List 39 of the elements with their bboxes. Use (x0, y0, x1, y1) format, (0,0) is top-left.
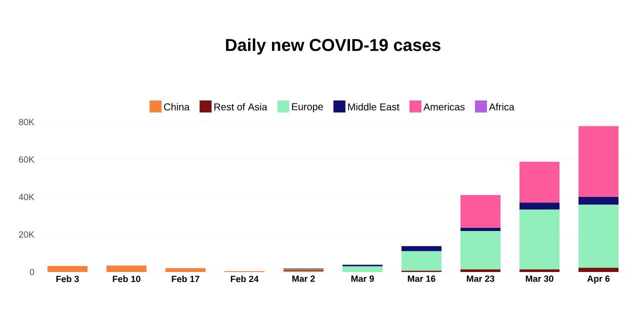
chart-title: Daily new COVID-19 cases (226, 38, 440, 55)
y-tick-label: 40K (18, 194, 34, 200)
legend-label: Middle East (348, 103, 400, 110)
legend-label: Africa (488, 103, 514, 110)
x-tick-label: Mar 2 (292, 276, 315, 282)
x-tick-label: Feb 3 (56, 276, 79, 282)
bar (106, 266, 146, 272)
x-tick-label: Mar 30 (526, 276, 554, 282)
x-tick-label: Feb 17 (172, 276, 200, 282)
bar (48, 266, 88, 272)
bar (578, 196, 619, 205)
y-tick-label: 0 (30, 268, 34, 276)
legend-label: China (164, 103, 190, 110)
bar (460, 194, 501, 228)
bar (578, 126, 619, 197)
bar (166, 268, 206, 272)
bar (460, 269, 501, 272)
legend-label: Rest of Asia (214, 103, 268, 110)
x-tick-label: Mar 9 (351, 276, 374, 282)
x-tick-label: Apr 6 (587, 276, 610, 284)
bar (520, 162, 560, 203)
bar (342, 266, 383, 272)
y-tick-label: 80K (18, 118, 34, 126)
legend-label: Americas (423, 103, 465, 110)
legend-label: Europe (292, 103, 323, 112)
x-tick-label: Feb 10 (112, 276, 140, 282)
bar (578, 268, 619, 272)
y-tick-label: 60K (18, 156, 34, 163)
bar (402, 246, 442, 252)
bar (460, 231, 501, 270)
bar (402, 251, 442, 271)
x-tick-label: Mar 23 (466, 276, 494, 282)
x-tick-label: Feb 24 (230, 276, 259, 282)
x-tick-label: Mar 16 (408, 276, 436, 282)
bar (578, 204, 619, 268)
y-tick-label: 20K (18, 231, 34, 238)
bar (520, 210, 560, 270)
bar (520, 202, 560, 210)
bar (520, 269, 560, 272)
